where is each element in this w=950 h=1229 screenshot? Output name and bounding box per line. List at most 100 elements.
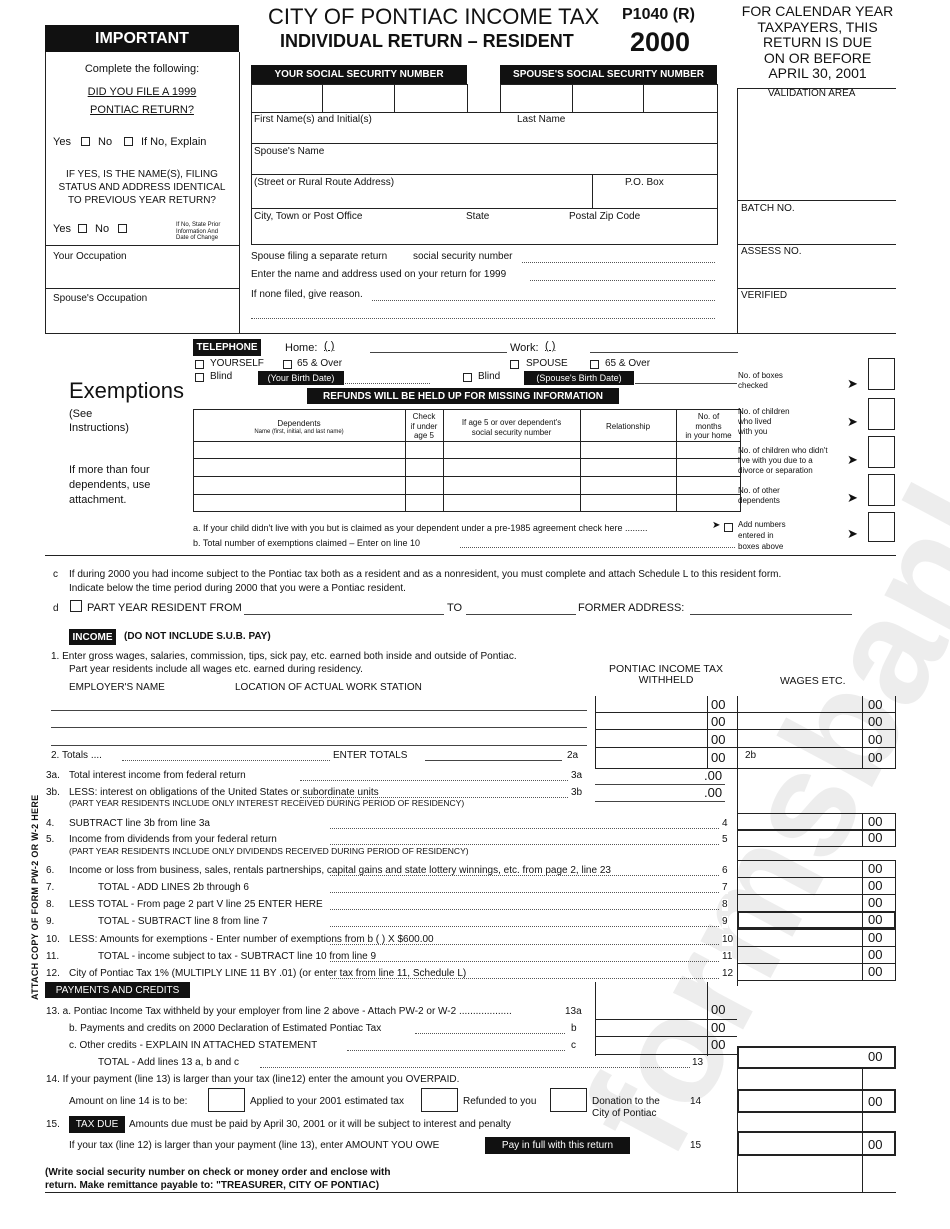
donation-box[interactable]: [550, 1088, 587, 1112]
spouse-name-field[interactable]: Spouse's Name: [254, 146, 325, 157]
city-field[interactable]: City, Town or Post Office: [254, 211, 363, 222]
col-dependents-sub: Name (first, initial, and last name): [254, 429, 344, 435]
side-line: who lived: [738, 417, 772, 426]
q1-yes-checkbox[interactable]: [81, 137, 90, 146]
total-exemptions-input[interactable]: [868, 512, 895, 542]
line-13c-cents[interactable]: 00: [711, 1037, 726, 1052]
withheld-row-1-cents[interactable]: 00: [711, 697, 726, 712]
line-13b-cents[interactable]: 00: [711, 1020, 726, 1035]
withheld-total-cents[interactable]: 00: [711, 750, 726, 765]
form-year: 2000: [630, 27, 691, 57]
work-phone-input[interactable]: [590, 352, 738, 353]
q2-no-checkbox[interactable]: [118, 224, 127, 233]
spouse-birth-date-input[interactable]: [635, 383, 737, 384]
children-with-you-input[interactable]: [868, 398, 895, 430]
line-13a-cents[interactable]: 00: [711, 1002, 726, 1017]
spouse-65-label: 65 & Over: [605, 358, 651, 369]
none-filed-line-2[interactable]: [251, 318, 715, 319]
your-birth-date-input[interactable]: [345, 383, 430, 384]
former-address-input[interactable]: [690, 614, 852, 615]
line-10-amount-input[interactable]: [737, 963, 896, 981]
withheld-row-2-cents[interactable]: 00: [711, 714, 726, 729]
last-name-field[interactable]: Last Name: [517, 114, 566, 125]
amount-cents[interactable]: 00: [868, 814, 883, 829]
income-line-text: (PART YEAR RESIDENTS INCLUDE ONLY INTERE…: [69, 798, 465, 808]
line-number: 8.: [46, 899, 55, 910]
prior-return-line[interactable]: [530, 280, 715, 281]
q2-yes-label: Yes: [53, 223, 71, 235]
state-field[interactable]: State: [466, 211, 490, 222]
line-4-amount-input[interactable]: [737, 813, 896, 831]
employer-row-2[interactable]: [51, 727, 587, 728]
withheld-row-3-cents[interactable]: 00: [711, 732, 726, 747]
yourself-65-checkbox[interactable]: [283, 360, 292, 369]
amount-cents[interactable]: 00: [868, 947, 883, 962]
leader-dots: [300, 797, 568, 798]
wages-row-2-cents[interactable]: 00: [868, 714, 883, 729]
home-area-code[interactable]: ( ): [324, 340, 335, 352]
line-14-overpaid-input[interactable]: [737, 1089, 896, 1113]
applied-estimated-box[interactable]: [208, 1088, 245, 1112]
q1-no-checkbox[interactable]: [124, 137, 133, 146]
income-line-text: TOTAL - SUBTRACT line 8 from line 7: [98, 916, 268, 927]
line-14-cents[interactable]: 00: [868, 1094, 883, 1109]
amount-cents[interactable]: 00: [868, 878, 883, 893]
yourself-checkbox[interactable]: [195, 360, 204, 369]
other-dependents-input[interactable]: [868, 474, 895, 506]
line-3a-input[interactable]: [595, 784, 725, 785]
line-ref: 11: [722, 951, 733, 963]
side-label-children-divorce: No. of children who didn't live with you …: [738, 446, 828, 476]
line-7-amount-input[interactable]: [737, 911, 896, 929]
spouse-occupation-field[interactable]: Spouse's Occupation: [53, 293, 148, 304]
home-phone-input[interactable]: [370, 352, 507, 353]
spouse-ssn-line[interactable]: [522, 262, 715, 263]
line-13-total-input[interactable]: [737, 1046, 896, 1069]
donation-label: Donation to the City of Pontiac: [592, 1096, 660, 1120]
refunded-box[interactable]: [421, 1088, 458, 1112]
q2-yes-checkbox[interactable]: [78, 224, 87, 233]
wages-total-cents[interactable]: 00: [868, 750, 883, 765]
line-3b-cents[interactable]: .00: [704, 785, 723, 800]
side-label-children-with-you: No. of children who lived with you: [738, 407, 790, 437]
spouse-ssn-input[interactable]: [500, 84, 718, 113]
pre-1985-checkbox[interactable]: [724, 523, 733, 532]
amount-cents[interactable]: 00: [868, 830, 883, 845]
line-ref: 6: [722, 865, 728, 877]
boxes-checked-input[interactable]: [868, 358, 895, 390]
employer-row-1[interactable]: [51, 710, 587, 711]
street-address-field[interactable]: (Street or Rural Route Address): [254, 177, 395, 188]
spouse-65-checkbox[interactable]: [590, 360, 599, 369]
first-name-field[interactable]: First Name(s) and Initial(s): [254, 114, 372, 125]
zip-field[interactable]: Postal Zip Code: [569, 211, 641, 222]
none-filed-line[interactable]: [372, 300, 715, 301]
your-occupation-field[interactable]: Your Occupation: [53, 251, 127, 262]
side-line: Add numbers: [738, 520, 786, 529]
yourself-blind-checkbox[interactable]: [195, 373, 204, 382]
total-exemptions-text: b. Total number of exemptions claimed – …: [193, 538, 420, 548]
spouse-checkbox[interactable]: [510, 360, 519, 369]
amount-cents[interactable]: 00: [868, 912, 883, 927]
amount-cents[interactable]: 00: [868, 964, 883, 979]
line-3a-cents[interactable]: .00: [704, 768, 723, 783]
line-15-cents[interactable]: 00: [868, 1137, 883, 1152]
amount-cents[interactable]: 00: [868, 895, 883, 910]
amount-cents[interactable]: 00: [868, 861, 883, 876]
income-line-text: City of Pontiac Tax 1% (MULTIPLY LINE 11…: [69, 968, 467, 979]
spouse-blind-checkbox[interactable]: [463, 373, 472, 382]
wages-row-3-cents[interactable]: 00: [868, 732, 883, 747]
part-year-checkbox[interactable]: [70, 600, 82, 612]
employer-row-3[interactable]: [51, 745, 587, 746]
line-3b-input[interactable]: [595, 801, 725, 802]
line-5-amount-input[interactable]: [737, 829, 896, 847]
resident-from-input[interactable]: [244, 614, 444, 615]
children-divorce-input[interactable]: [868, 436, 895, 468]
pay-in-full-label: Pay in full with this return: [485, 1137, 630, 1154]
work-area-code[interactable]: ( ): [545, 340, 556, 352]
resident-to-input[interactable]: [466, 614, 576, 615]
amount-cents[interactable]: 00: [868, 930, 883, 945]
line-13-cents[interactable]: 00: [868, 1049, 883, 1064]
your-ssn-input[interactable]: [251, 84, 468, 113]
line-15-owe-input[interactable]: [737, 1131, 896, 1156]
wages-row-1-cents[interactable]: 00: [868, 697, 883, 712]
po-box-field[interactable]: P.O. Box: [625, 177, 664, 188]
